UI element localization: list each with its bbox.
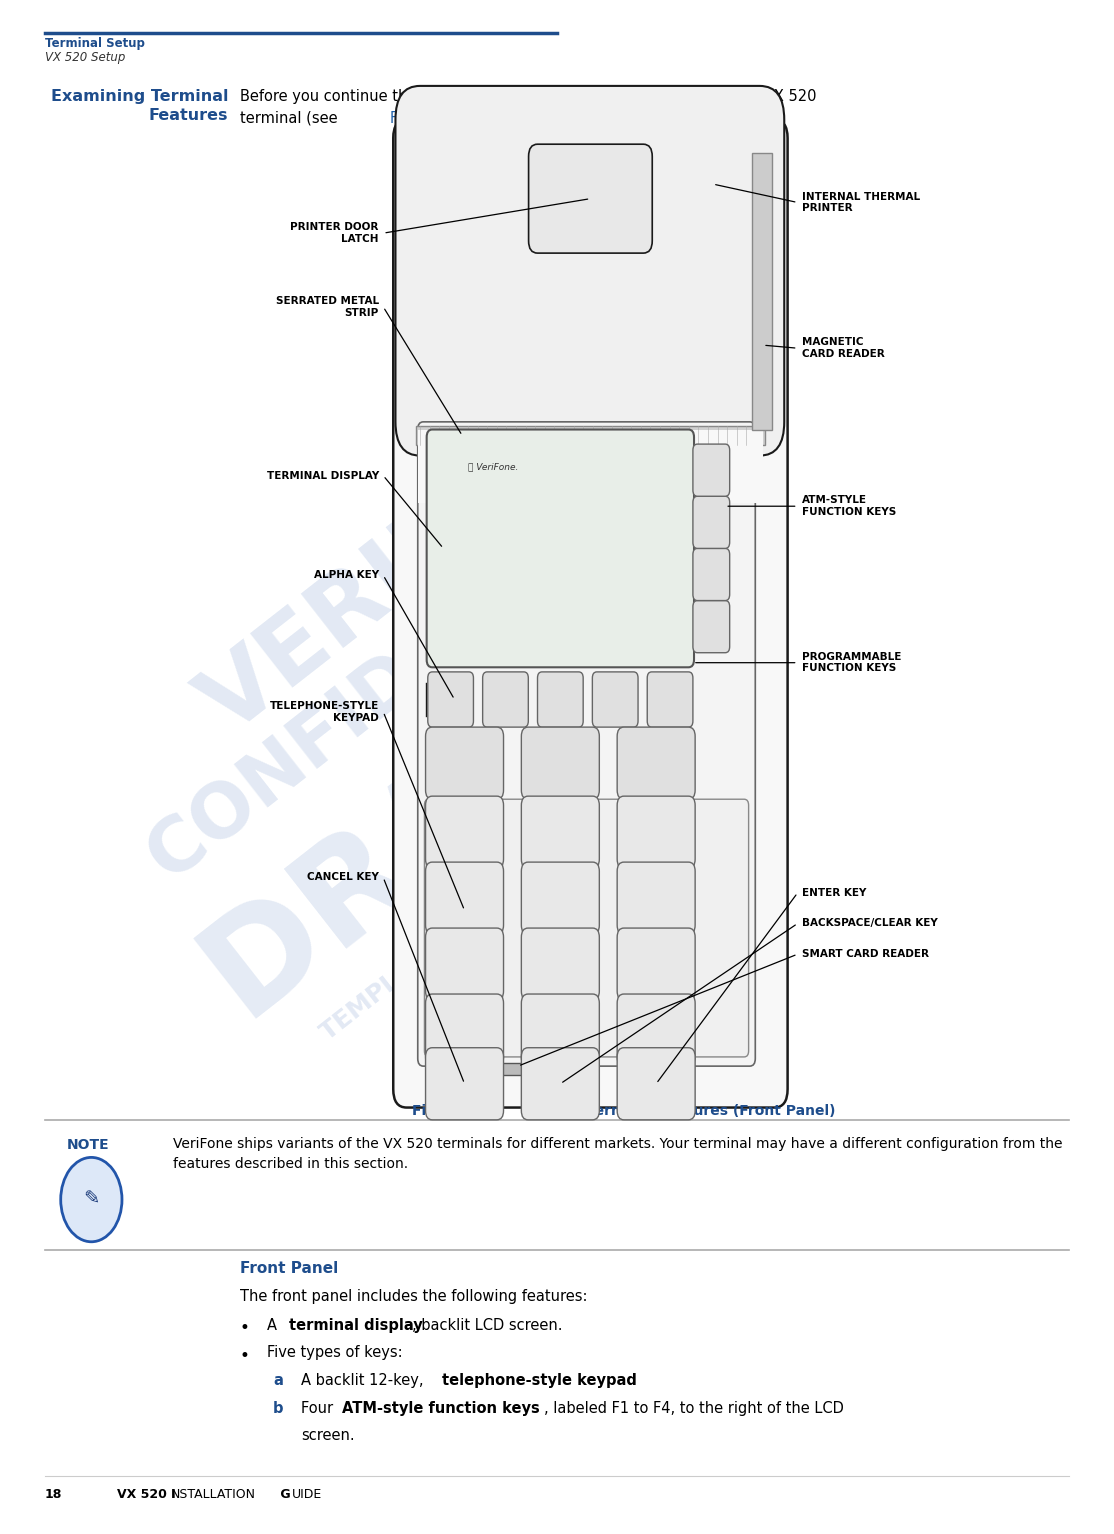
FancyBboxPatch shape (393, 120, 788, 1108)
FancyBboxPatch shape (426, 1048, 504, 1120)
FancyBboxPatch shape (693, 600, 730, 653)
Text: TERMINAL DISPLAY: TERMINAL DISPLAY (266, 471, 379, 480)
FancyBboxPatch shape (521, 727, 599, 799)
Text: A: A (267, 1318, 282, 1333)
Text: VeriFone ships variants of the VX 520 terminals for different markets. Your term: VeriFone ships variants of the VX 520 te… (173, 1137, 1062, 1172)
FancyBboxPatch shape (529, 144, 653, 253)
FancyBboxPatch shape (521, 994, 599, 1066)
FancyBboxPatch shape (617, 796, 695, 868)
FancyBboxPatch shape (521, 928, 599, 1000)
Text: G: G (276, 1488, 291, 1500)
Text: VX 520 I: VX 520 I (117, 1488, 176, 1500)
Text: A backlit 12-key,: A backlit 12-key, (301, 1373, 428, 1388)
Text: b: b (273, 1401, 283, 1416)
FancyBboxPatch shape (617, 1048, 695, 1120)
FancyBboxPatch shape (521, 1048, 599, 1120)
Bar (418, 430, 763, 503)
Text: 18: 18 (45, 1488, 62, 1500)
FancyBboxPatch shape (537, 672, 584, 727)
Text: ⌒ VeriFone.: ⌒ VeriFone. (468, 462, 518, 471)
Text: ENTER KEY: ENTER KEY (802, 888, 867, 897)
FancyBboxPatch shape (428, 672, 473, 727)
Bar (416, 426, 765, 445)
FancyBboxPatch shape (617, 727, 695, 799)
FancyBboxPatch shape (426, 862, 504, 934)
Text: Front Panel: Front Panel (240, 1261, 338, 1276)
Text: Terminal Setup: Terminal Setup (45, 37, 145, 49)
Text: VX 520 Setup: VX 520 Setup (45, 51, 125, 64)
Text: , labeled F1 to F4, to the right of the LCD: , labeled F1 to F4, to the right of the … (544, 1401, 843, 1416)
Text: terminal display: terminal display (289, 1318, 422, 1333)
FancyBboxPatch shape (617, 862, 695, 934)
Text: Five types of keys:: Five types of keys: (267, 1345, 403, 1361)
Text: MAGNETIC
CARD READER: MAGNETIC CARD READER (802, 337, 885, 359)
Bar (427, 1063, 583, 1075)
Text: SERRATED METAL
STRIP: SERRATED METAL STRIP (275, 296, 379, 318)
Text: •: • (240, 1319, 250, 1338)
FancyBboxPatch shape (426, 727, 504, 799)
Text: The front panel includes the following features:: The front panel includes the following f… (240, 1289, 587, 1304)
Text: TEMPLATE REVF: TEMPLATE REVF (316, 888, 508, 1045)
FancyBboxPatch shape (693, 548, 730, 600)
FancyBboxPatch shape (693, 445, 730, 497)
Text: TELEPHONE-STYLE
KEYPAD: TELEPHONE-STYLE KEYPAD (270, 701, 379, 723)
FancyBboxPatch shape (395, 86, 784, 456)
Text: NSTALLATION: NSTALLATION (170, 1488, 255, 1500)
Text: Figure 3: Figure 3 (390, 110, 448, 126)
FancyBboxPatch shape (426, 994, 504, 1066)
FancyBboxPatch shape (427, 430, 694, 667)
FancyBboxPatch shape (426, 796, 504, 868)
Text: UIDE: UIDE (292, 1488, 322, 1500)
Text: INTERNAL THERMAL
PRINTER: INTERNAL THERMAL PRINTER (802, 192, 920, 213)
Text: PROGRAMMABLE
FUNCTION KEYS: PROGRAMMABLE FUNCTION KEYS (802, 652, 901, 673)
FancyBboxPatch shape (593, 672, 638, 727)
Bar (752, 153, 772, 430)
Text: ).: ). (460, 110, 470, 126)
Text: a: a (273, 1373, 283, 1388)
FancyBboxPatch shape (426, 928, 504, 1000)
FancyBboxPatch shape (482, 672, 528, 727)
Text: VX 520 Terminal Features (Front Panel): VX 520 Terminal Features (Front Panel) (507, 1104, 836, 1118)
Text: DRAFT: DRAFT (177, 615, 670, 1042)
Text: PRINTER DOOR
LATCH: PRINTER DOOR LATCH (291, 222, 379, 244)
Text: CONFIDENTIAL: CONFIDENTIAL (134, 456, 668, 894)
Text: ATM-STYLE
FUNCTION KEYS: ATM-STYLE FUNCTION KEYS (802, 495, 897, 517)
Text: Figure 3: Figure 3 (412, 1104, 477, 1118)
Text: CANCEL KEY: CANCEL KEY (306, 873, 379, 882)
FancyBboxPatch shape (693, 495, 730, 548)
Text: Before you continue the installation process, notice the features of the VX 520: Before you continue the installation pro… (240, 89, 817, 104)
FancyBboxPatch shape (647, 672, 693, 727)
FancyBboxPatch shape (617, 928, 695, 1000)
Text: terminal (see: terminal (see (240, 110, 342, 126)
Text: telephone-style keypad: telephone-style keypad (442, 1373, 637, 1388)
FancyBboxPatch shape (617, 994, 695, 1066)
Text: NOTE: NOTE (67, 1138, 109, 1152)
Ellipse shape (60, 1158, 123, 1243)
Text: Examining Terminal
Features: Examining Terminal Features (51, 89, 228, 123)
Text: , backlit LCD screen.: , backlit LCD screen. (412, 1318, 563, 1333)
Text: ATM-style function keys: ATM-style function keys (342, 1401, 540, 1416)
Text: SMART CARD READER: SMART CARD READER (802, 950, 929, 959)
Text: VERIFONE: VERIFONE (185, 351, 662, 753)
FancyBboxPatch shape (521, 796, 599, 868)
FancyBboxPatch shape (424, 799, 749, 1057)
Text: Four: Four (301, 1401, 338, 1416)
FancyBboxPatch shape (418, 422, 755, 1066)
Text: ALPHA KEY: ALPHA KEY (314, 571, 379, 580)
Text: screen.: screen. (301, 1428, 354, 1443)
FancyBboxPatch shape (521, 862, 599, 934)
Text: .: . (627, 1373, 632, 1388)
Text: ✎: ✎ (84, 1190, 99, 1209)
Text: •: • (240, 1347, 250, 1365)
Text: BACKSPACE/CLEAR KEY: BACKSPACE/CLEAR KEY (802, 919, 938, 928)
